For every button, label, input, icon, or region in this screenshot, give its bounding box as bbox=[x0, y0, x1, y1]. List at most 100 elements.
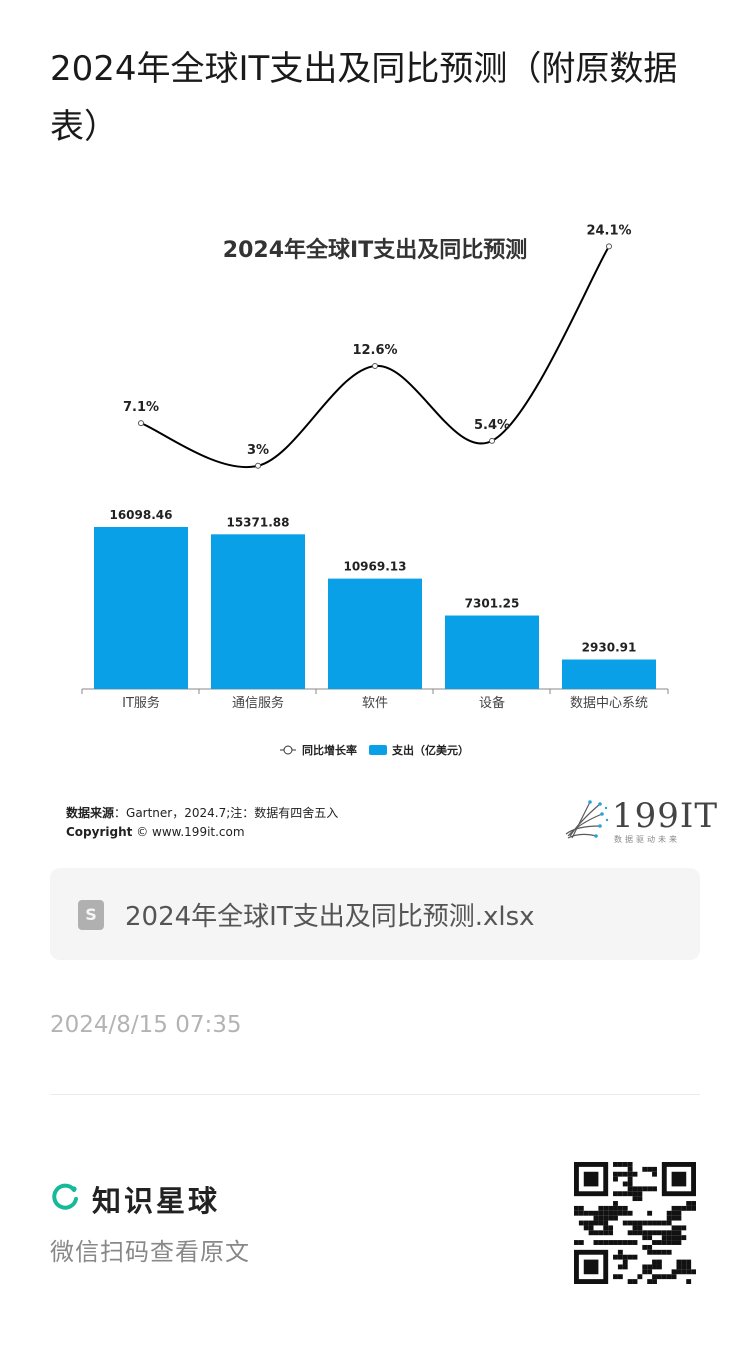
qr-module bbox=[622, 1205, 628, 1211]
qr-module bbox=[676, 1215, 682, 1221]
qr-module bbox=[574, 1210, 579, 1216]
qr-module bbox=[656, 1274, 662, 1280]
qr-module bbox=[622, 1264, 628, 1270]
qr-module bbox=[671, 1225, 677, 1231]
zsxq-logo-icon bbox=[52, 1183, 78, 1210]
qr-module bbox=[603, 1215, 609, 1221]
growth-value-label: 12.6% bbox=[352, 343, 397, 358]
qr-module bbox=[637, 1186, 643, 1192]
qr-module bbox=[593, 1230, 599, 1236]
qr-module bbox=[637, 1274, 643, 1280]
qr-module bbox=[627, 1181, 633, 1187]
qr-module bbox=[588, 1210, 594, 1216]
qr-module bbox=[676, 1235, 682, 1241]
x-tick-label: 通信服务 bbox=[232, 695, 284, 711]
qr-module bbox=[622, 1191, 628, 1197]
qr-module bbox=[608, 1230, 614, 1236]
qr-module bbox=[666, 1240, 672, 1245]
growth-value-label: 24.1% bbox=[586, 223, 631, 238]
qr-module bbox=[598, 1210, 604, 1216]
qr-module bbox=[613, 1205, 618, 1211]
qr-module bbox=[652, 1259, 657, 1265]
qr-module bbox=[603, 1220, 609, 1226]
qr-module bbox=[622, 1162, 628, 1167]
logo-text: 199IT bbox=[612, 796, 719, 836]
qr-module bbox=[617, 1264, 623, 1270]
qr-module bbox=[622, 1220, 628, 1226]
legend-line-label: 同比增长率 bbox=[302, 743, 357, 757]
growth-point-1 bbox=[255, 462, 261, 469]
qr-module bbox=[627, 1230, 633, 1236]
qr-module bbox=[627, 1162, 633, 1167]
bar-value-label: 7301.25 bbox=[465, 597, 520, 611]
dandelion-icon bbox=[565, 800, 609, 839]
qr-module bbox=[647, 1166, 653, 1172]
qr-module bbox=[661, 1249, 667, 1255]
qr-module bbox=[666, 1215, 672, 1221]
qr-module bbox=[598, 1230, 604, 1236]
qr-module bbox=[671, 1210, 677, 1216]
qr-module bbox=[632, 1225, 638, 1231]
growth-value-label: 5.4% bbox=[474, 418, 510, 433]
qr-module bbox=[603, 1205, 609, 1211]
qr-module bbox=[593, 1240, 599, 1245]
qr-module bbox=[656, 1240, 662, 1245]
logo-subtitle: 数据驱动未来 bbox=[614, 835, 680, 844]
qr-module bbox=[656, 1249, 662, 1255]
growth-value-label: 3% bbox=[247, 443, 269, 458]
qr-module bbox=[647, 1244, 653, 1250]
qr-module bbox=[666, 1249, 672, 1255]
qr-module bbox=[613, 1162, 618, 1167]
qr-module bbox=[603, 1240, 609, 1245]
qr-module bbox=[598, 1220, 604, 1226]
qr-module bbox=[647, 1269, 653, 1275]
qr-module bbox=[647, 1279, 653, 1284]
qr-module bbox=[627, 1191, 633, 1197]
qr-module bbox=[691, 1201, 696, 1206]
qr-module bbox=[681, 1269, 687, 1275]
attachment-filename[interactable]: 2024年全球IT支出及同比预测.xlsx bbox=[125, 902, 535, 932]
qr-module bbox=[647, 1220, 653, 1226]
growth-point-2 bbox=[372, 362, 378, 369]
copyright-line: Copyright © www.199it.com bbox=[66, 825, 245, 839]
qr-module bbox=[691, 1205, 696, 1211]
source-line: 数据来源：Gartner，2024.7;注：数据有四舍五入 bbox=[66, 804, 338, 821]
qr-module bbox=[656, 1220, 662, 1226]
qr-module bbox=[656, 1264, 662, 1270]
qr-module bbox=[656, 1259, 662, 1265]
qr-module bbox=[676, 1240, 682, 1245]
qr-module bbox=[617, 1205, 623, 1211]
qr-module bbox=[647, 1235, 653, 1241]
qr-module bbox=[617, 1191, 623, 1197]
growth-point-3 bbox=[489, 437, 495, 444]
qr-module bbox=[613, 1274, 618, 1280]
qr-module bbox=[613, 1171, 618, 1177]
qr-module bbox=[637, 1230, 643, 1236]
qr-module bbox=[686, 1264, 692, 1270]
qr-module bbox=[652, 1240, 657, 1245]
qr-module bbox=[603, 1225, 609, 1231]
copyright-text: © www.199it.com bbox=[136, 825, 245, 839]
qr-module bbox=[632, 1220, 638, 1226]
qr-module bbox=[647, 1249, 653, 1255]
x-tick-label: 软件 bbox=[362, 696, 388, 711]
qr-module bbox=[622, 1254, 628, 1260]
qr-module bbox=[632, 1240, 638, 1245]
qr-module bbox=[647, 1210, 653, 1216]
qr-module bbox=[593, 1210, 599, 1216]
qr-finder-core bbox=[583, 1259, 599, 1275]
qr-module bbox=[681, 1205, 687, 1211]
qr-module bbox=[666, 1210, 672, 1216]
qr-code[interactable] bbox=[574, 1162, 696, 1284]
qr-module bbox=[627, 1210, 633, 1216]
growth-value-label: 7.1% bbox=[123, 400, 159, 415]
qr-module bbox=[588, 1230, 594, 1236]
qr-module bbox=[661, 1240, 667, 1245]
qr-module bbox=[686, 1201, 692, 1206]
qr-module bbox=[656, 1230, 662, 1236]
bar-4 bbox=[562, 659, 656, 689]
qr-finder-core bbox=[671, 1171, 687, 1187]
qr-module bbox=[578, 1210, 584, 1216]
attachment-card[interactable]: S 2024年全球IT支出及同比预测.xlsx bbox=[50, 868, 700, 960]
qr-module bbox=[666, 1274, 672, 1280]
